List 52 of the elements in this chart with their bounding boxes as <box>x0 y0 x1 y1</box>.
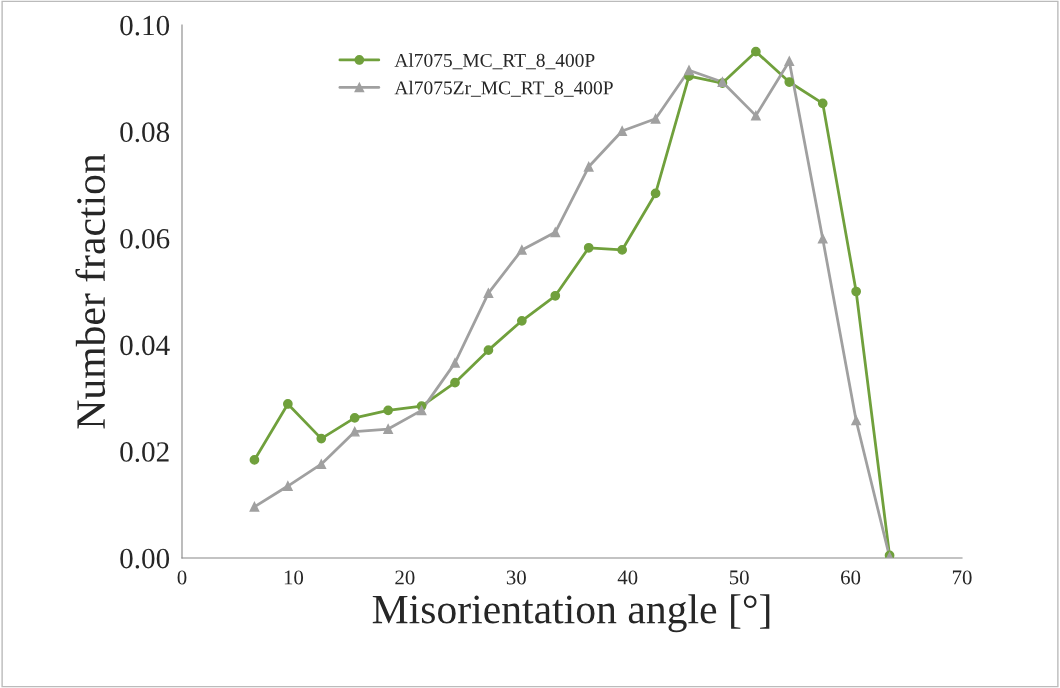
point <box>817 233 828 244</box>
y-tick-label: 0.10 <box>120 15 170 36</box>
x-tick-label: 0 <box>177 570 187 585</box>
point <box>416 405 427 416</box>
y-tick-label: 0.06 <box>120 228 170 249</box>
point <box>750 110 761 121</box>
y-tick-label: 0.02 <box>120 442 169 462</box>
point <box>784 56 795 67</box>
y-tick-label: 0.00 <box>120 548 170 569</box>
legend-label: Al7075_MC_RT_8_400P <box>394 53 595 70</box>
point <box>817 98 828 109</box>
point <box>684 65 694 76</box>
x-tick-label: 10 <box>284 570 304 585</box>
point <box>583 242 594 253</box>
point <box>450 377 460 388</box>
point <box>483 345 494 355</box>
legend-label: Al7075Zr_MC_RT_8_400P <box>394 80 613 97</box>
point <box>650 188 661 199</box>
x-tick-label: 50 <box>729 570 749 585</box>
point <box>516 245 527 255</box>
point <box>349 412 360 423</box>
point <box>249 455 260 465</box>
point <box>249 501 260 512</box>
y-tick-label: 0.04 <box>120 335 170 356</box>
point <box>282 481 293 491</box>
x-tick-label: 70 <box>952 570 972 585</box>
point <box>316 433 327 444</box>
point <box>784 77 795 87</box>
point <box>550 290 561 301</box>
point <box>383 405 394 416</box>
point <box>583 161 594 172</box>
y-axis-title: Number fraction <box>75 153 106 429</box>
point <box>617 245 628 255</box>
point <box>282 399 293 409</box>
point <box>483 288 494 298</box>
point <box>851 286 862 297</box>
point <box>383 424 394 434</box>
x-tick-label: 40 <box>617 570 638 585</box>
x-tick-label: 30 <box>506 570 526 585</box>
point <box>516 315 527 326</box>
x-tick-label: 20 <box>395 570 415 585</box>
x-axis-title: Misorientation angle [°] <box>372 594 770 633</box>
point <box>750 46 761 57</box>
x-tick-label: 60 <box>841 570 861 585</box>
y-tick-label: 0.08 <box>120 122 170 143</box>
point <box>617 126 628 136</box>
point <box>450 358 460 368</box>
point <box>550 227 561 238</box>
point <box>316 459 327 470</box>
point <box>349 426 360 437</box>
point <box>650 113 661 124</box>
point <box>851 415 862 426</box>
